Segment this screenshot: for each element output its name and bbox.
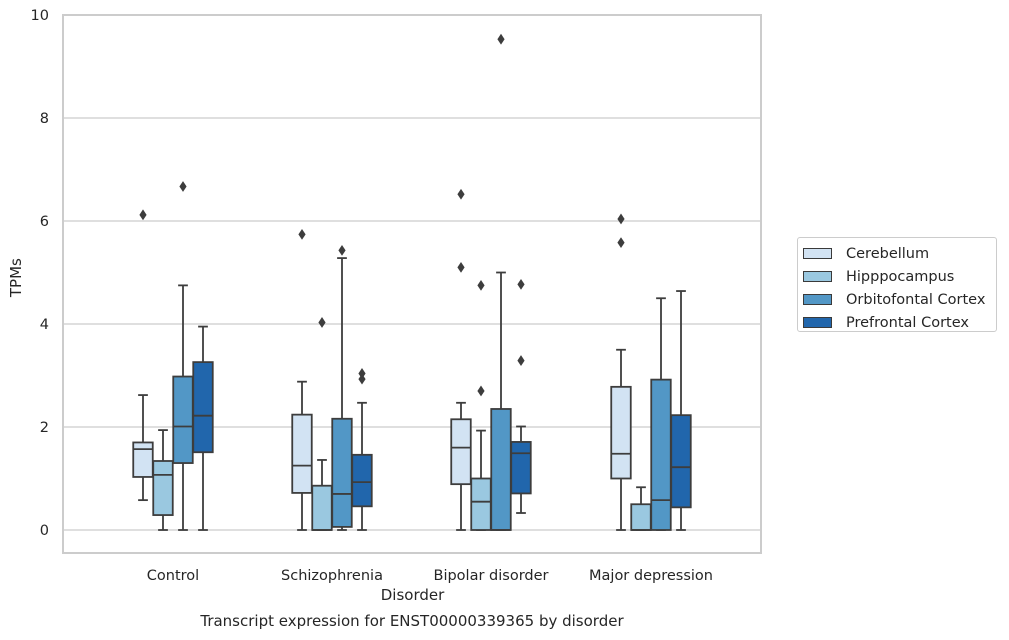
box-orbitofontal-cortex xyxy=(490,33,512,531)
y-tick-label: 4 xyxy=(40,317,49,333)
outlier-point xyxy=(617,213,625,225)
legend-label: Hipppocampus xyxy=(846,268,955,285)
legend-swatch xyxy=(803,294,832,305)
box-hipppocampus xyxy=(630,486,652,531)
box-iqr xyxy=(630,503,652,531)
box-iqr xyxy=(510,441,532,495)
x-axis-ticks: Control Schizophrenia Bipolar disorder Majo… xyxy=(147,568,713,584)
box-prefrontal-cortex xyxy=(510,278,532,514)
legend-label: Orbitofontal Cortex xyxy=(846,291,986,308)
x-tick-label: Control xyxy=(147,568,199,584)
box-iqr xyxy=(610,385,632,480)
outlier-point xyxy=(139,209,147,221)
x-tick-label: Bipolar disorder xyxy=(434,568,549,584)
legend-swatch xyxy=(803,317,832,328)
box-prefrontal-cortex xyxy=(192,325,214,531)
box-iqr xyxy=(351,453,373,508)
box-orbitofontal-cortex xyxy=(331,244,353,531)
box-cerebellum xyxy=(610,213,632,531)
legend-swatch xyxy=(803,248,832,259)
outlier-point xyxy=(298,228,306,240)
outlier-point xyxy=(497,33,505,45)
outlier-point xyxy=(179,181,187,192)
y-tick-label: 6 xyxy=(40,214,49,230)
box-iqr xyxy=(331,417,353,528)
x-tick-label: Schizophrenia xyxy=(281,568,383,584)
outlier-point xyxy=(338,244,346,256)
box-iqr xyxy=(192,361,214,454)
box-iqr xyxy=(152,460,174,516)
outlier-point xyxy=(358,373,366,385)
box-orbitofontal-cortex xyxy=(650,297,672,531)
x-tick-label: Major depression xyxy=(589,568,713,584)
box-cerebellum xyxy=(291,228,313,531)
box-iqr xyxy=(490,408,512,531)
legend-item: Prefrontal Cortex xyxy=(803,311,996,334)
legend-swatch xyxy=(803,271,832,282)
box-iqr xyxy=(670,414,692,509)
box-iqr xyxy=(470,477,492,531)
outlier-point xyxy=(517,355,525,366)
y-axis-ticks: 0 2 4 6 8 10 xyxy=(31,8,49,539)
legend: Cerebellum Hipppocampus Orbitofontal Cor… xyxy=(797,237,997,332)
box-iqr xyxy=(132,441,154,478)
outlier-point xyxy=(517,278,525,290)
outlier-point xyxy=(318,317,326,328)
legend-label: Prefrontal Cortex xyxy=(846,314,969,331)
y-tick-label: 8 xyxy=(40,111,49,127)
outlier-point xyxy=(617,237,625,249)
x-axis-label: Disorder xyxy=(381,586,445,604)
y-tick-label: 0 xyxy=(40,523,49,539)
box-iqr xyxy=(450,418,472,486)
box-iqr xyxy=(172,375,194,464)
outlier-point xyxy=(477,385,485,397)
box-prefrontal-cortex xyxy=(351,368,373,531)
box-hipppocampus xyxy=(470,279,492,531)
box-hipppocampus xyxy=(152,429,174,531)
outlier-point xyxy=(457,261,465,273)
legend-item: Cerebellum xyxy=(803,242,996,265)
legend-item: Orbitofontal Cortex xyxy=(803,288,996,311)
outlier-point xyxy=(358,368,366,379)
chart-caption: Transcript expression for ENST0000033936… xyxy=(200,612,624,630)
legend-item: Hipppocampus xyxy=(803,265,996,288)
y-tick-label: 10 xyxy=(31,8,49,24)
y-tick-label: 2 xyxy=(40,420,49,436)
outlier-point xyxy=(477,279,485,291)
box-iqr xyxy=(311,484,333,531)
box-cerebellum xyxy=(132,209,154,502)
plot-frame xyxy=(62,14,762,554)
box-cerebellum xyxy=(450,188,472,531)
plot-area xyxy=(132,33,692,531)
legend-label: Cerebellum xyxy=(846,245,930,262)
outlier-point xyxy=(457,188,465,200)
box-orbitofontal-cortex xyxy=(172,181,194,531)
box-hipppocampus xyxy=(311,317,333,531)
box-prefrontal-cortex xyxy=(670,290,692,531)
box-iqr xyxy=(650,378,672,531)
box-iqr xyxy=(291,413,313,494)
y-axis-label: TPMs xyxy=(7,258,25,298)
